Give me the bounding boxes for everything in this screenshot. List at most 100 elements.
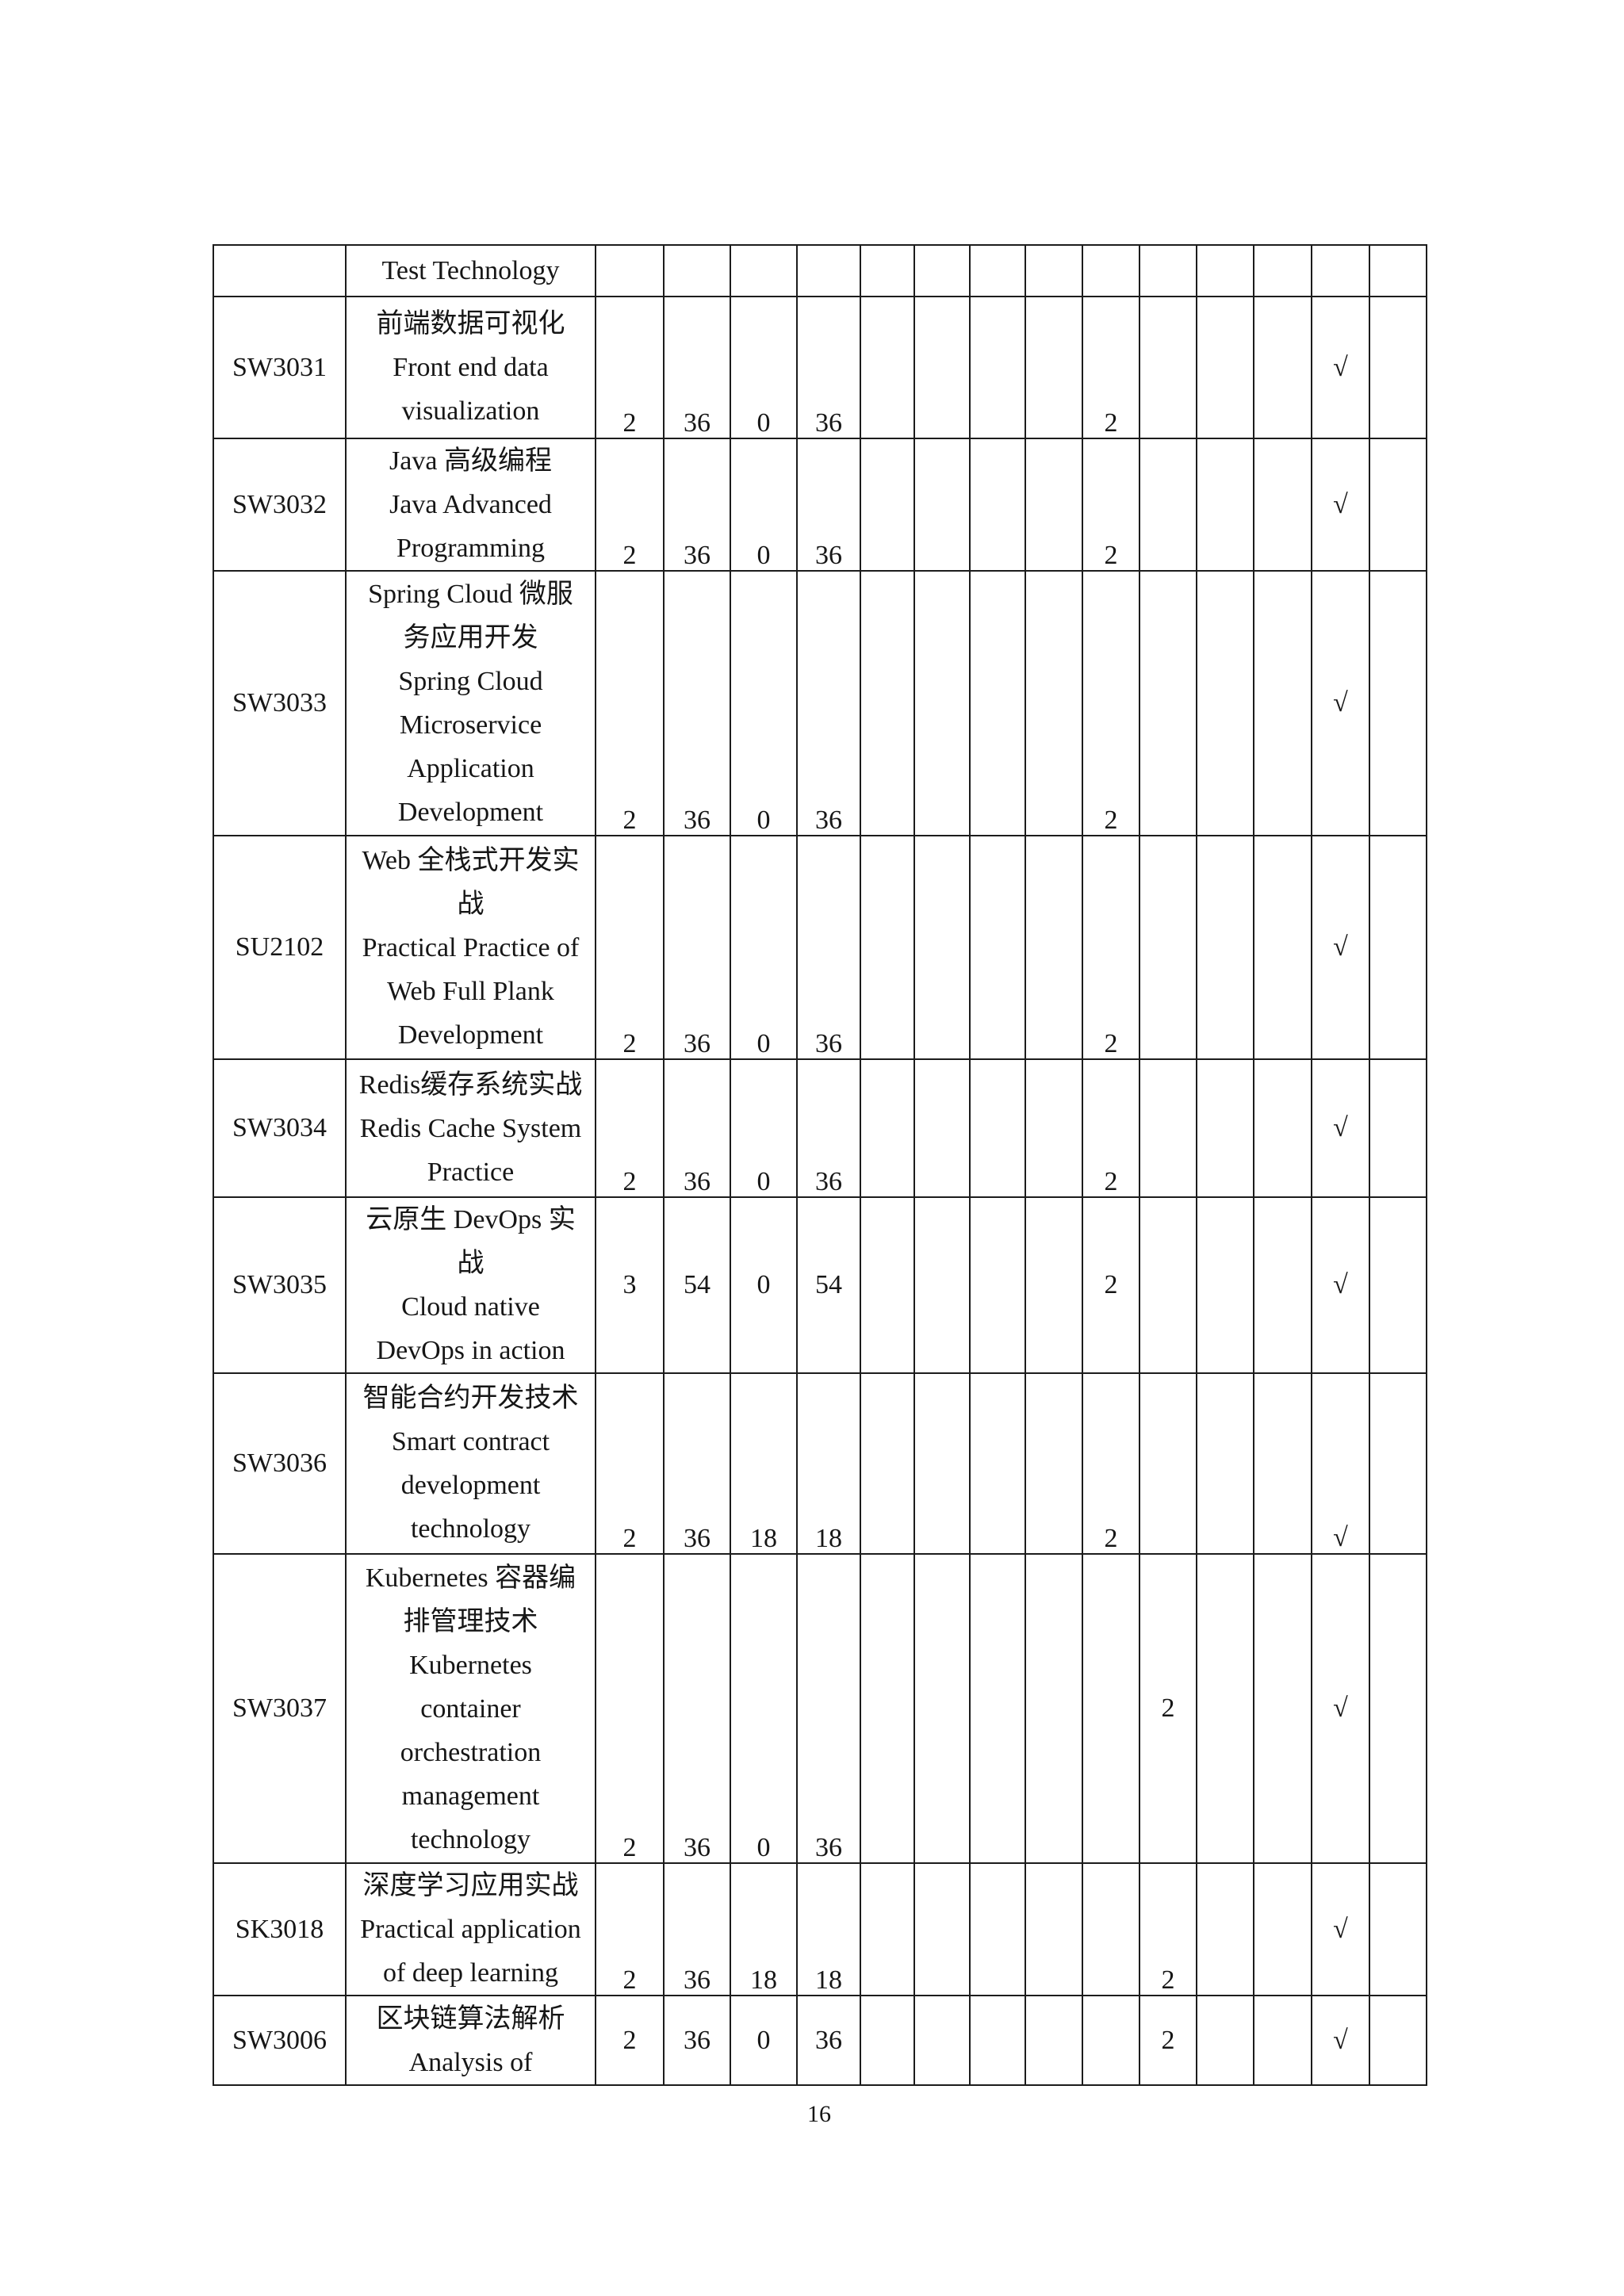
empty-cell	[1025, 570, 1083, 836]
course-name-line: 智能合约开发技术	[362, 1383, 579, 1413]
table-row: SW3035 云原生 DevOps 实战 Cloud native DevOps in…	[213, 1196, 1427, 1374]
checkmark-cell: √	[1311, 1995, 1370, 2086]
value-cell: 2	[1082, 1196, 1140, 1374]
value-cell: 2	[1082, 835, 1140, 1060]
table-row: SW3031 前端数据可视化 Front end data visualization…	[213, 296, 1427, 439]
empty-cell	[1196, 1862, 1254, 1996]
empty-cell	[1082, 244, 1140, 297]
course-name-line: Kubernetes 容器编	[365, 1563, 576, 1593]
value-cell: 36	[796, 1058, 861, 1198]
value-cell: 36	[796, 570, 861, 836]
empty-cell	[1369, 570, 1427, 836]
course-name-line: 深度学习应用实战	[362, 1871, 579, 1900]
course-name-line: Redis Cache System	[359, 1113, 582, 1143]
value-cell: 36	[663, 1862, 731, 1996]
empty-cell	[1025, 244, 1083, 297]
course-name-cell: 前端数据可视化 Front end data visualization	[345, 296, 596, 439]
value-cell: 36	[663, 835, 731, 1060]
empty-cell	[860, 296, 915, 439]
course-code-cell: SW3037	[213, 1553, 347, 1864]
page-number: 16	[807, 2101, 831, 2127]
empty-cell	[1082, 1995, 1140, 2086]
value-cell: 36	[663, 296, 731, 439]
empty-cell	[914, 1196, 971, 1374]
empty-cell	[1253, 296, 1312, 439]
course-name-line: technology	[410, 1824, 531, 1854]
value-cell: 0	[730, 835, 798, 1060]
empty-cell	[1253, 244, 1312, 297]
checkmark-cell: √	[1311, 438, 1370, 572]
course-name-line: Programming	[396, 534, 545, 563]
course-name-line: Practice	[427, 1157, 515, 1187]
course-name-line: 战	[457, 1249, 485, 1278]
empty-cell	[1139, 1196, 1197, 1374]
empty-cell	[1369, 1058, 1427, 1198]
empty-cell	[1025, 1995, 1083, 2086]
value-cell: 54	[663, 1196, 731, 1374]
empty-cell	[1253, 1553, 1312, 1864]
course-name-line: Java Advanced	[389, 490, 552, 519]
empty-cell	[860, 835, 915, 1060]
value-cell: 0	[730, 1058, 798, 1198]
course-name-line: DevOps in action	[376, 1336, 565, 1365]
value-cell: 3	[595, 1196, 665, 1374]
checkmark-cell: √	[1311, 1372, 1370, 1555]
empty-cell	[1025, 1553, 1083, 1864]
course-name-line: Application	[407, 754, 534, 783]
value-cell: 18	[730, 1372, 798, 1555]
empty-cell	[1082, 1862, 1140, 1996]
empty-cell	[860, 1862, 915, 1996]
value-cell: 18	[730, 1862, 798, 1996]
table-row: SW3034 Redis缓存系统实战 Redis Cache System Pract…	[213, 1058, 1427, 1198]
value-cell: 2	[595, 296, 665, 439]
value-cell: 2	[595, 1553, 665, 1864]
table-row: SW3037 Kubernetes 容器编 排管理技术 Kubernetes conta…	[213, 1553, 1427, 1864]
value-cell: 36	[663, 570, 731, 836]
empty-cell	[914, 1058, 971, 1198]
course-name-cell: 云原生 DevOps 实战 Cloud native DevOps in actio…	[345, 1196, 596, 1374]
empty-cell	[914, 1995, 971, 2086]
course-name-line: Test Technology	[381, 256, 560, 285]
empty-cell	[1139, 296, 1197, 439]
course-name-line: development	[400, 1471, 541, 1500]
empty-cell	[969, 1553, 1026, 1864]
empty-cell	[1196, 244, 1254, 297]
value-cell: 18	[796, 1862, 861, 1996]
empty-cell	[1369, 835, 1427, 1060]
value-cell: 2	[595, 1995, 665, 2086]
empty-cell	[1196, 1058, 1254, 1198]
empty-cell	[969, 1058, 1026, 1198]
empty-cell	[1369, 1553, 1427, 1864]
checkmark-cell: √	[1311, 1196, 1370, 1374]
empty-cell	[1196, 1553, 1254, 1864]
empty-cell	[1025, 1058, 1083, 1198]
empty-cell	[860, 1553, 915, 1864]
course-name-line: Web Full Plank	[387, 976, 554, 1006]
course-schedule-table: Test Technology SW3031 前端数据可视化 Front end da…	[213, 244, 1427, 2086]
empty-cell	[1369, 1196, 1427, 1374]
course-name-line: Development	[397, 798, 544, 827]
empty-cell	[595, 244, 665, 297]
value-cell: 36	[796, 835, 861, 1060]
empty-cell	[914, 296, 971, 439]
checkmark-cell: √	[1311, 296, 1370, 439]
empty-cell	[1196, 296, 1254, 439]
empty-cell	[1369, 244, 1427, 297]
value-cell: 36	[796, 438, 861, 572]
empty-cell	[1025, 296, 1083, 439]
value-cell: 2	[1082, 1058, 1140, 1198]
course-name-cell: Java 高级编程 Java Advanced Programming	[345, 438, 596, 572]
course-code-cell: SW3031	[213, 296, 347, 439]
empty-cell	[1311, 244, 1370, 297]
course-code-cell: SK3018	[213, 1862, 347, 1996]
course-code-cell: SW3036	[213, 1372, 347, 1555]
empty-cell	[969, 570, 1026, 836]
value-cell: 36	[663, 1553, 731, 1864]
course-name-line: Spring Cloud 微服	[368, 580, 573, 609]
value-cell: 2	[595, 835, 665, 1060]
empty-cell	[1196, 1196, 1254, 1374]
empty-cell	[914, 835, 971, 1060]
empty-cell	[914, 438, 971, 572]
value-cell: 36	[663, 1372, 731, 1555]
empty-cell	[1369, 1862, 1427, 1996]
